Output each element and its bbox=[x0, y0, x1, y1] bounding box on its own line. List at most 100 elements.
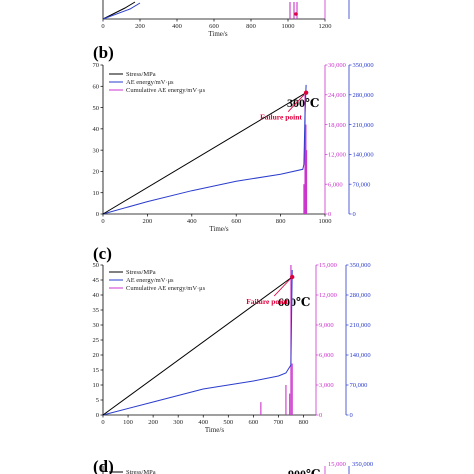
x-tick-label: 800 bbox=[299, 419, 309, 426]
ae-energy-tick-label: 9,000 bbox=[319, 322, 334, 329]
stress-tick-label: 15 bbox=[93, 367, 100, 374]
x-axis-label: Time/s bbox=[208, 30, 227, 38]
stress-tick-label: 20 bbox=[93, 169, 100, 176]
x-tick-label: 600 bbox=[231, 218, 241, 225]
failure-arrow bbox=[287, 94, 305, 112]
x-tick-label: 800 bbox=[246, 23, 256, 30]
stress-tick-label: 20 bbox=[93, 352, 100, 359]
failure-point-label: Failure point bbox=[260, 113, 302, 122]
x-tick-label: 0 bbox=[101, 23, 104, 30]
failure-arrow bbox=[273, 278, 291, 297]
x-axis-label: Time/s bbox=[209, 225, 228, 233]
temperature-label: 900℃ bbox=[288, 467, 320, 474]
x-tick-label: 200 bbox=[148, 419, 158, 426]
cumulative-tick-label: 210,000 bbox=[353, 122, 374, 129]
ae-energy-tick-label: 15,000 bbox=[328, 461, 346, 468]
legend-entry: AE energy/mV·μs bbox=[126, 79, 174, 86]
stress-tick-label: 45 bbox=[93, 277, 100, 284]
failure-point-marker bbox=[294, 12, 298, 16]
legend-entry: AE energy/mV·μs bbox=[126, 277, 174, 284]
ae-energy-tick-label: 6,000 bbox=[319, 352, 334, 359]
legend-entry: Stress/MPa bbox=[126, 269, 156, 276]
stress-tick-label: 40 bbox=[93, 126, 100, 133]
stress-line bbox=[102, 1, 136, 20]
cumulative-tick-label: 210,000 bbox=[350, 322, 371, 329]
stress-tick-label: 30 bbox=[93, 322, 100, 329]
stress-tick-label: 10 bbox=[93, 190, 100, 197]
cumulative-tick-label: 0 bbox=[350, 412, 353, 419]
ae-energy-tick-label: 12,000 bbox=[328, 152, 346, 159]
x-tick-label: 1200 bbox=[319, 23, 332, 30]
panel-d: (d) Stress/MPa 900℃ 15,000 350,000 bbox=[93, 457, 373, 474]
panel-letter-c: (c) bbox=[93, 244, 112, 263]
panel-a: 0 200 400 600 800 1000 1200 Time/s bbox=[101, 0, 350, 38]
ae-energy-line bbox=[102, 84, 307, 215]
ae-energy-tick-label: 18,000 bbox=[328, 122, 346, 129]
ae-energy-tick-label: 30,000 bbox=[328, 62, 346, 69]
ae-energy-tick-label: 3,000 bbox=[319, 382, 334, 389]
stress-tick-label: 40 bbox=[93, 292, 100, 299]
x-tick-label: 200 bbox=[135, 23, 145, 30]
x-tick-label: 300 bbox=[173, 419, 183, 426]
stress-tick-label: 50 bbox=[93, 105, 100, 112]
cumulative-tick-label: 70,000 bbox=[353, 181, 371, 188]
x-tick-label: 800 bbox=[276, 218, 286, 225]
stress-tick-label: 5 bbox=[96, 397, 99, 404]
x-tick-label: 0 bbox=[101, 419, 104, 426]
x-tick-label: 400 bbox=[172, 23, 182, 30]
panel-letter-b: (b) bbox=[93, 43, 114, 62]
x-tick-label: 400 bbox=[187, 218, 197, 225]
cumulative-tick-label: 350,000 bbox=[350, 262, 371, 269]
ae-energy-tick-label: 15,000 bbox=[319, 262, 337, 269]
failure-point-marker bbox=[289, 274, 295, 280]
panel-letter-d: (d) bbox=[93, 457, 114, 474]
stress-tick-label: 25 bbox=[93, 337, 100, 344]
ae-energy-tick-label: 6,000 bbox=[328, 181, 343, 188]
stress-line bbox=[102, 276, 293, 416]
cumulative-tick-label: 280,000 bbox=[350, 292, 371, 299]
ae-energy-tick-label: 0 bbox=[328, 211, 331, 218]
legend-entry: Cumulative AE energy/mV·μs bbox=[126, 285, 206, 292]
x-tick-label: 600 bbox=[209, 23, 219, 30]
failure-point-marker bbox=[303, 90, 309, 95]
legend-entry: Cumulative AE energy/mV·μs bbox=[126, 87, 206, 94]
cumulative-tick-label: 70,000 bbox=[350, 382, 368, 389]
stress-tick-label: 70 bbox=[93, 62, 100, 69]
stress-tick-label: 10 bbox=[93, 382, 100, 389]
stress-tick-label: 0 bbox=[96, 211, 99, 218]
x-tick-label: 0 bbox=[101, 218, 104, 225]
stress-tick-label: 30 bbox=[93, 147, 100, 154]
cumulative-tick-label: 0 bbox=[353, 211, 356, 218]
stress-tick-label: 35 bbox=[93, 307, 100, 314]
x-tick-label: 1000 bbox=[319, 218, 332, 225]
stress-tick-label: 0 bbox=[96, 412, 99, 419]
ae-energy-tick-label: 0 bbox=[319, 412, 322, 419]
cumulative-tick-label: 350,000 bbox=[352, 461, 373, 468]
cumulative-tick-label: 140,000 bbox=[350, 352, 371, 359]
panel-b: (b) 0 200 400 600 800 1000 Time/s 0 10 20 30 40 50 60 7… bbox=[93, 43, 374, 233]
x-tick-label: 400 bbox=[198, 419, 208, 426]
legend-entry: Stress/MPa bbox=[126, 71, 156, 78]
ae-energy-tick-label: 24,000 bbox=[328, 92, 346, 99]
x-axis-label: Time/s bbox=[205, 426, 224, 434]
stress-tick-label: 50 bbox=[93, 262, 100, 269]
ae-energy-line bbox=[102, 269, 293, 416]
cumulative-tick-label: 140,000 bbox=[353, 152, 374, 159]
x-tick-label: 700 bbox=[274, 419, 284, 426]
legend-entry: Stress/MPa bbox=[126, 469, 156, 474]
ae-energy-tick-label: 12,000 bbox=[319, 292, 337, 299]
failure-point-label: Failure point bbox=[246, 297, 288, 306]
panel-c: (c)0 100 200 300 400 500 600 700 800Time/s051015… bbox=[93, 244, 371, 434]
cumulative-tick-label: 280,000 bbox=[353, 92, 374, 99]
cumulative-tick-label: 350,000 bbox=[353, 62, 374, 69]
stress-tick-label: 60 bbox=[93, 83, 100, 90]
x-tick-label: 600 bbox=[248, 419, 258, 426]
x-tick-label: 1000 bbox=[282, 23, 295, 30]
stress-line bbox=[102, 92, 307, 215]
ae-energy-line bbox=[102, 2, 141, 20]
x-tick-label: 500 bbox=[223, 419, 233, 426]
x-tick-label: 100 bbox=[123, 419, 133, 426]
x-tick-label: 200 bbox=[143, 218, 153, 225]
temperature-label: 600℃ bbox=[278, 295, 310, 309]
